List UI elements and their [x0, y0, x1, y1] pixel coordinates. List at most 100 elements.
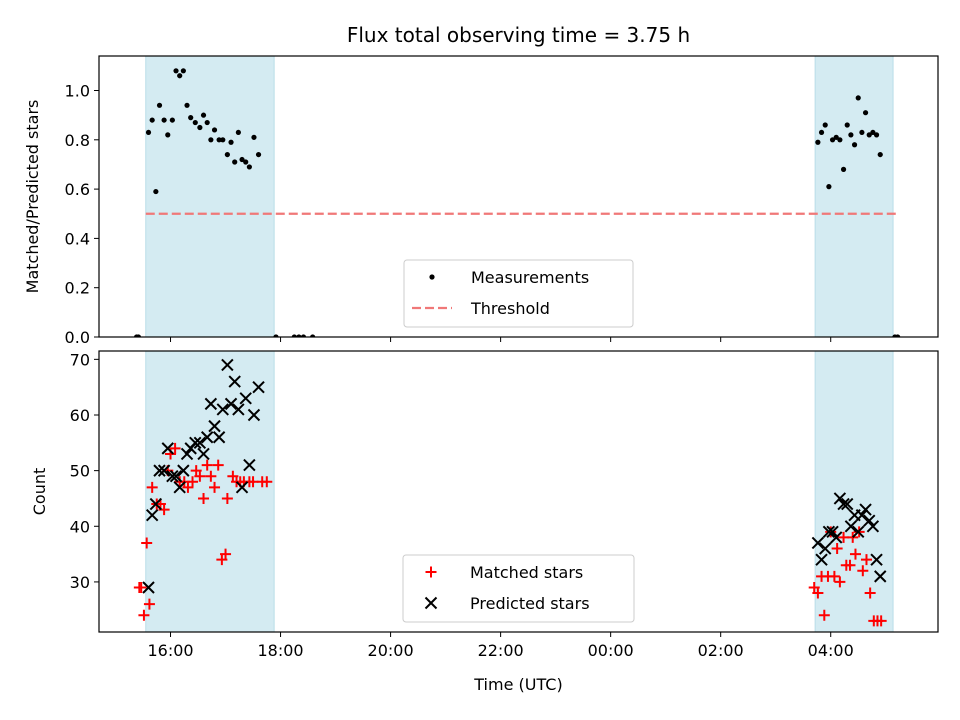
axes-frame: [98, 350, 939, 633]
predicted-star-point: [149, 497, 163, 511]
measurement-point: [859, 129, 865, 136]
predicted-star-point: [200, 431, 214, 444]
matched-star-point: [141, 537, 153, 549]
predicted-star-point: [177, 464, 190, 477]
measurement-point: [877, 151, 883, 158]
observing-window-0: [145, 350, 275, 633]
measurement-point: [169, 117, 175, 123]
predicted-star-point: [224, 397, 238, 411]
predicted-star-point: [247, 408, 261, 422]
measurement-point: [235, 129, 241, 136]
legend-entry-label: Matched stars: [470, 563, 583, 582]
measurement-point: [818, 129, 825, 136]
predicted-star-point: [826, 525, 839, 539]
predicted-star-point: [855, 508, 869, 522]
predicted-star-point: [870, 553, 883, 566]
y-tick-label: 0.8: [65, 131, 90, 150]
measurement-point: [851, 142, 858, 148]
matched-star-point: [838, 531, 850, 543]
predicted-star-point: [208, 419, 221, 433]
predicted-star-point: [193, 436, 207, 450]
predicted-star-point: [173, 481, 186, 494]
legend-plus-marker: [425, 566, 437, 578]
measurement-point: [840, 166, 847, 172]
measurement-point: [216, 137, 222, 143]
predicted-star-point: [852, 525, 865, 539]
x-tick-label: 16:00: [147, 641, 193, 660]
matched-star-point: [812, 587, 824, 599]
measurement-point: [300, 334, 307, 337]
measurement-point: [188, 115, 194, 121]
matched-star-point: [138, 609, 150, 621]
measurement-point: [246, 164, 252, 170]
legend-entry-label: Predicted stars: [470, 594, 590, 613]
matched-star-point: [849, 548, 861, 560]
measurement-point: [837, 137, 843, 143]
x-axis-label: Time (UTC): [473, 675, 562, 694]
measurement-point: [135, 334, 142, 337]
count-panel: 30 40 50 60 70 16:00 18:00 20:00 22:00 00:00 02:00…: [30, 350, 939, 660]
matched-star-point: [831, 543, 843, 555]
measurement-point: [855, 95, 861, 101]
matched-star-point: [247, 476, 259, 488]
matched-star-point: [146, 481, 158, 493]
measurement-point: [161, 117, 167, 123]
measurement-point: [153, 188, 159, 195]
measurement-point: [204, 119, 210, 126]
matched-star-point: [220, 548, 232, 560]
matched-star-point: [860, 554, 872, 566]
predicted-star-point: [204, 397, 218, 411]
legend-entry-label: Threshold: [470, 299, 550, 318]
predicted-star-point: [142, 581, 155, 594]
measurement-point: [296, 334, 302, 337]
y-tick-label: 0.2: [65, 279, 90, 298]
measurement-point: [224, 151, 230, 158]
matched-star-point: [221, 492, 233, 504]
legend: Matched stars Predicted stars: [402, 554, 635, 623]
measurement-point: [192, 119, 198, 126]
measurement-point: [228, 139, 234, 145]
ratio-panel: 0.0 0.2 0.4 0.6 0.8 1.0 Matched/Predicted star…: [23, 55, 939, 347]
predicted-star-point: [197, 447, 210, 461]
predicted-star-point: [841, 497, 854, 511]
measurement-point: [211, 127, 218, 133]
measurement-point: [208, 137, 214, 143]
matched-star-point: [818, 609, 830, 621]
matched-star-point: [875, 615, 887, 627]
y-axis-label: Matched/Predicted stars: [23, 100, 42, 294]
predicted-star-point: [844, 520, 858, 533]
matched-star-point: [808, 581, 820, 593]
y-tick-label: 30: [70, 573, 90, 592]
data-marks: [133, 358, 887, 627]
measurement-point: [184, 102, 190, 108]
predicted-star-point: [228, 375, 241, 388]
observing-window-1: [814, 350, 894, 633]
x-tick-label: 00:00: [588, 641, 634, 660]
predicted-star-point: [212, 431, 226, 444]
matched-star-point: [834, 576, 846, 588]
x-tick-label: 04:00: [808, 641, 854, 660]
predicted-star-point: [830, 531, 843, 544]
matched-star-point: [864, 587, 876, 599]
y-tick-label: 40: [70, 517, 90, 536]
matched-star-point: [212, 459, 224, 471]
matched-star-point: [190, 465, 202, 477]
matched-star-point: [209, 481, 221, 493]
measurement-point: [180, 68, 186, 74]
measurement-point: [310, 334, 316, 337]
axes-frame: [98, 55, 939, 338]
predicted-star-point: [153, 464, 166, 477]
predicted-star-point: [819, 542, 832, 555]
matched-star-point: [847, 531, 859, 543]
y-tick-label: 1.0: [65, 82, 90, 101]
predicted-star-point: [232, 403, 245, 416]
matched-star-point: [261, 476, 273, 488]
legend-dot-marker: [429, 274, 435, 280]
matched-star-point: [187, 476, 199, 488]
measurement-point: [815, 139, 821, 145]
predicted-star-point: [169, 469, 183, 483]
y-tick-label: 50: [70, 462, 90, 481]
predicted-star-point: [811, 536, 825, 550]
predicted-star-point: [157, 464, 171, 477]
